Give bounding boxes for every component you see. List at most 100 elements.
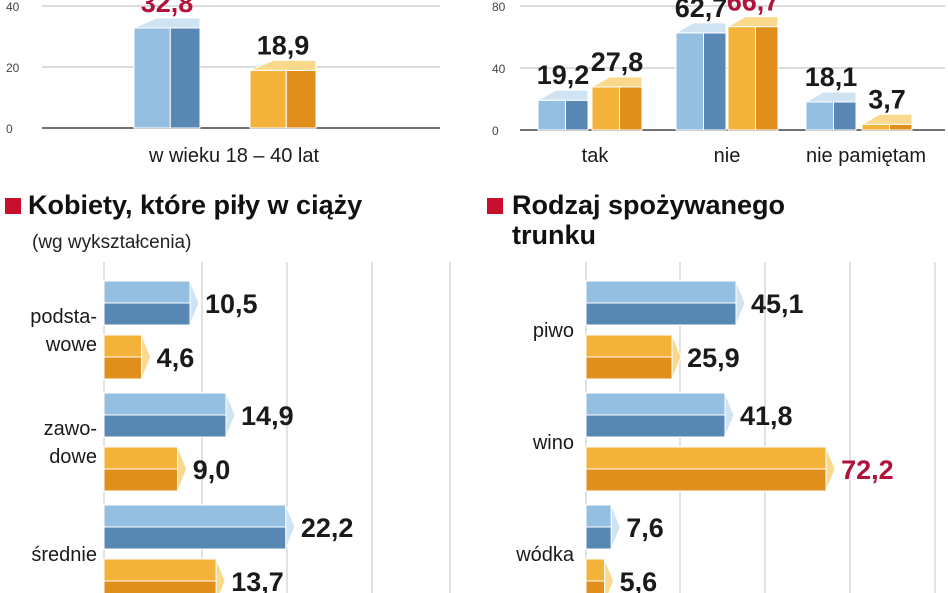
bar-c3-c1-s1-tip [825, 446, 836, 492]
value-label-c2-c2-s1: 13,7 [231, 567, 284, 593]
bar-c1-c0-s0-top [536, 89, 589, 101]
y-tick-c1-0: 0 [492, 124, 499, 138]
bar-c1-c1-s1-side [755, 26, 779, 131]
bar-c3-c2-s1-tip [604, 558, 615, 593]
value-label-c3-c0-s1: 25,9 [687, 343, 740, 373]
bar-c2-c2-s1 [103, 558, 226, 593]
bar-c2-c1-s1-tip [177, 446, 188, 492]
bar-c1-c2-s0-side [833, 101, 857, 131]
y-tick-c0-1: 20 [6, 61, 20, 75]
value-label-c1-c1-s0: 62,7 [675, 0, 728, 23]
bar-c3-c1-s1-lower [585, 468, 827, 492]
bar-c3-c2-s0-tip [610, 504, 621, 550]
bar-c2-c2-s0-tip [285, 504, 296, 550]
value-label-c0-s0: 32,8 [141, 0, 194, 18]
bar-c3-c2-s1-lower [585, 580, 606, 593]
bar-c1-c1-s1-front [727, 26, 756, 131]
category-label-c2-c0-l0: podsta- [30, 306, 97, 328]
bar-c0-s1-side [285, 69, 317, 129]
bar-c1-c0-s0-front [537, 99, 566, 131]
bar-c3-c0-s1-tip [671, 334, 682, 380]
bar-c2-c1-s1-upper [103, 446, 179, 470]
value-label-c1-c0-s0: 19,2 [537, 60, 590, 90]
bar-c2-c0-s1 [103, 334, 152, 380]
bar-c1-c0-s1-side [619, 86, 643, 131]
bar-c3-c2-s0-lower [585, 526, 612, 550]
bar-c1-c2-s1-top [860, 113, 913, 125]
bar-c2-c1-s0 [103, 392, 236, 438]
bar-c3-c0-s0-lower [585, 302, 737, 326]
value-label-c2-c0-s0: 10,5 [205, 289, 258, 319]
bar-c1-c2-s0 [804, 91, 857, 131]
bar-c3-c1-s0-tip [724, 392, 735, 438]
value-label-c1-c1-s1: 66,7 [727, 0, 780, 17]
category-label-c3-c1-l0: wino [532, 432, 574, 454]
category-label-c0-0: w wieku 18 – 40 lat [148, 145, 320, 167]
bar-c2-c2-s0-lower [103, 526, 287, 550]
bar-c2-c1-s1-lower [103, 468, 179, 492]
bar-c3-c0-s1-upper [585, 334, 673, 358]
bar-c3-c1-s0-lower [585, 414, 726, 438]
bar-c1-c1-s0-top [674, 22, 727, 34]
value-label-c0-s1: 18,9 [257, 30, 310, 60]
bar-c1-c2-s0-front [805, 101, 834, 131]
category-label-c3-c0-l0: piwo [533, 320, 574, 342]
bar-c2-c1-s0-tip [225, 392, 236, 438]
chart-title-drink-type: Rodzaj spożywanego trunku [512, 190, 786, 250]
bar-c3-c1-s1 [585, 446, 836, 492]
bar-c3-c1-s1-upper [585, 446, 827, 470]
bar-c2-c0-s1-upper [103, 334, 143, 358]
bar-c3-c2-s1-upper [585, 558, 606, 582]
bar-c0-s0-top [133, 17, 201, 29]
category-label-c2-c2-l0: średnie [31, 544, 97, 566]
category-label-c2-c0-l1: wowe [45, 334, 97, 356]
bar-c2-c0-s1-lower [103, 356, 143, 380]
value-label-c2-c2-s0: 22,2 [301, 513, 354, 543]
bar-c2-c2-s0-upper [103, 504, 287, 528]
value-label-c2-c1-s1: 9,0 [193, 455, 231, 485]
category-label-c3-c2-l0: wódka [515, 544, 575, 566]
chart-subtitle-education: (wg wykształcenia) [32, 232, 192, 253]
bar-c2-c0-s0-upper [103, 280, 191, 304]
bar-c3-c2-s0-upper [585, 504, 612, 528]
bar-c3-c2-s1 [585, 558, 615, 593]
category-label-c2-c1-l1: dowe [49, 446, 97, 468]
bar-c2-c1-s0-upper [103, 392, 227, 416]
value-label-c3-c1-s1: 72,2 [841, 455, 894, 485]
category-label-c2-c1-l0: zawo- [44, 418, 97, 440]
bar-c1-c0-s0-side [565, 99, 589, 131]
bar-c2-c2-s1-lower [103, 580, 217, 593]
bar-c1-c2-s1-front [861, 123, 890, 131]
bar-c1-c1-s0-front [675, 32, 704, 131]
bar-c1-c1-s1-top [726, 16, 779, 28]
bar-c3-c1-s0 [585, 392, 735, 438]
bar-c1-c0-s1 [590, 76, 643, 131]
section-marker-education [5, 198, 21, 214]
bar-c2-c1-s1 [103, 446, 188, 492]
value-label-c1-c2-s0: 18,1 [805, 62, 858, 92]
value-label-c3-c2-s1: 5,6 [620, 567, 658, 593]
bar-c1-c0-s1-top [590, 76, 643, 88]
bar-c3-c2-s0 [585, 504, 621, 550]
bar-c1-c2-s1-side [889, 123, 913, 131]
value-label-c2-c1-s0: 14,9 [241, 401, 294, 431]
value-label-c3-c2-s0: 7,6 [626, 513, 664, 543]
value-label-c3-c0-s0: 45,1 [751, 289, 804, 319]
bar-c0-s0-front [133, 27, 171, 129]
bar-c3-c0-s1 [585, 334, 682, 380]
bar-c1-c1-s1 [726, 16, 779, 131]
bar-c0-s1-top [249, 59, 317, 71]
bar-c2-c1-s0-lower [103, 414, 227, 438]
bar-c1-c0-s1-front [591, 86, 620, 131]
category-label-c1-1: nie [714, 145, 741, 167]
value-label-c1-c0-s1: 27,8 [591, 47, 644, 77]
category-label-c1-0: tak [582, 145, 610, 167]
bar-c2-c2-s1-tip [215, 558, 226, 593]
value-label-c1-c2-s1: 3,7 [868, 84, 906, 114]
y-tick-c0-2: 40 [6, 0, 20, 14]
bar-c3-c1-s0-upper [585, 392, 726, 416]
bar-c0-s1-front [249, 69, 287, 129]
bar-c2-c0-s0-lower [103, 302, 191, 326]
